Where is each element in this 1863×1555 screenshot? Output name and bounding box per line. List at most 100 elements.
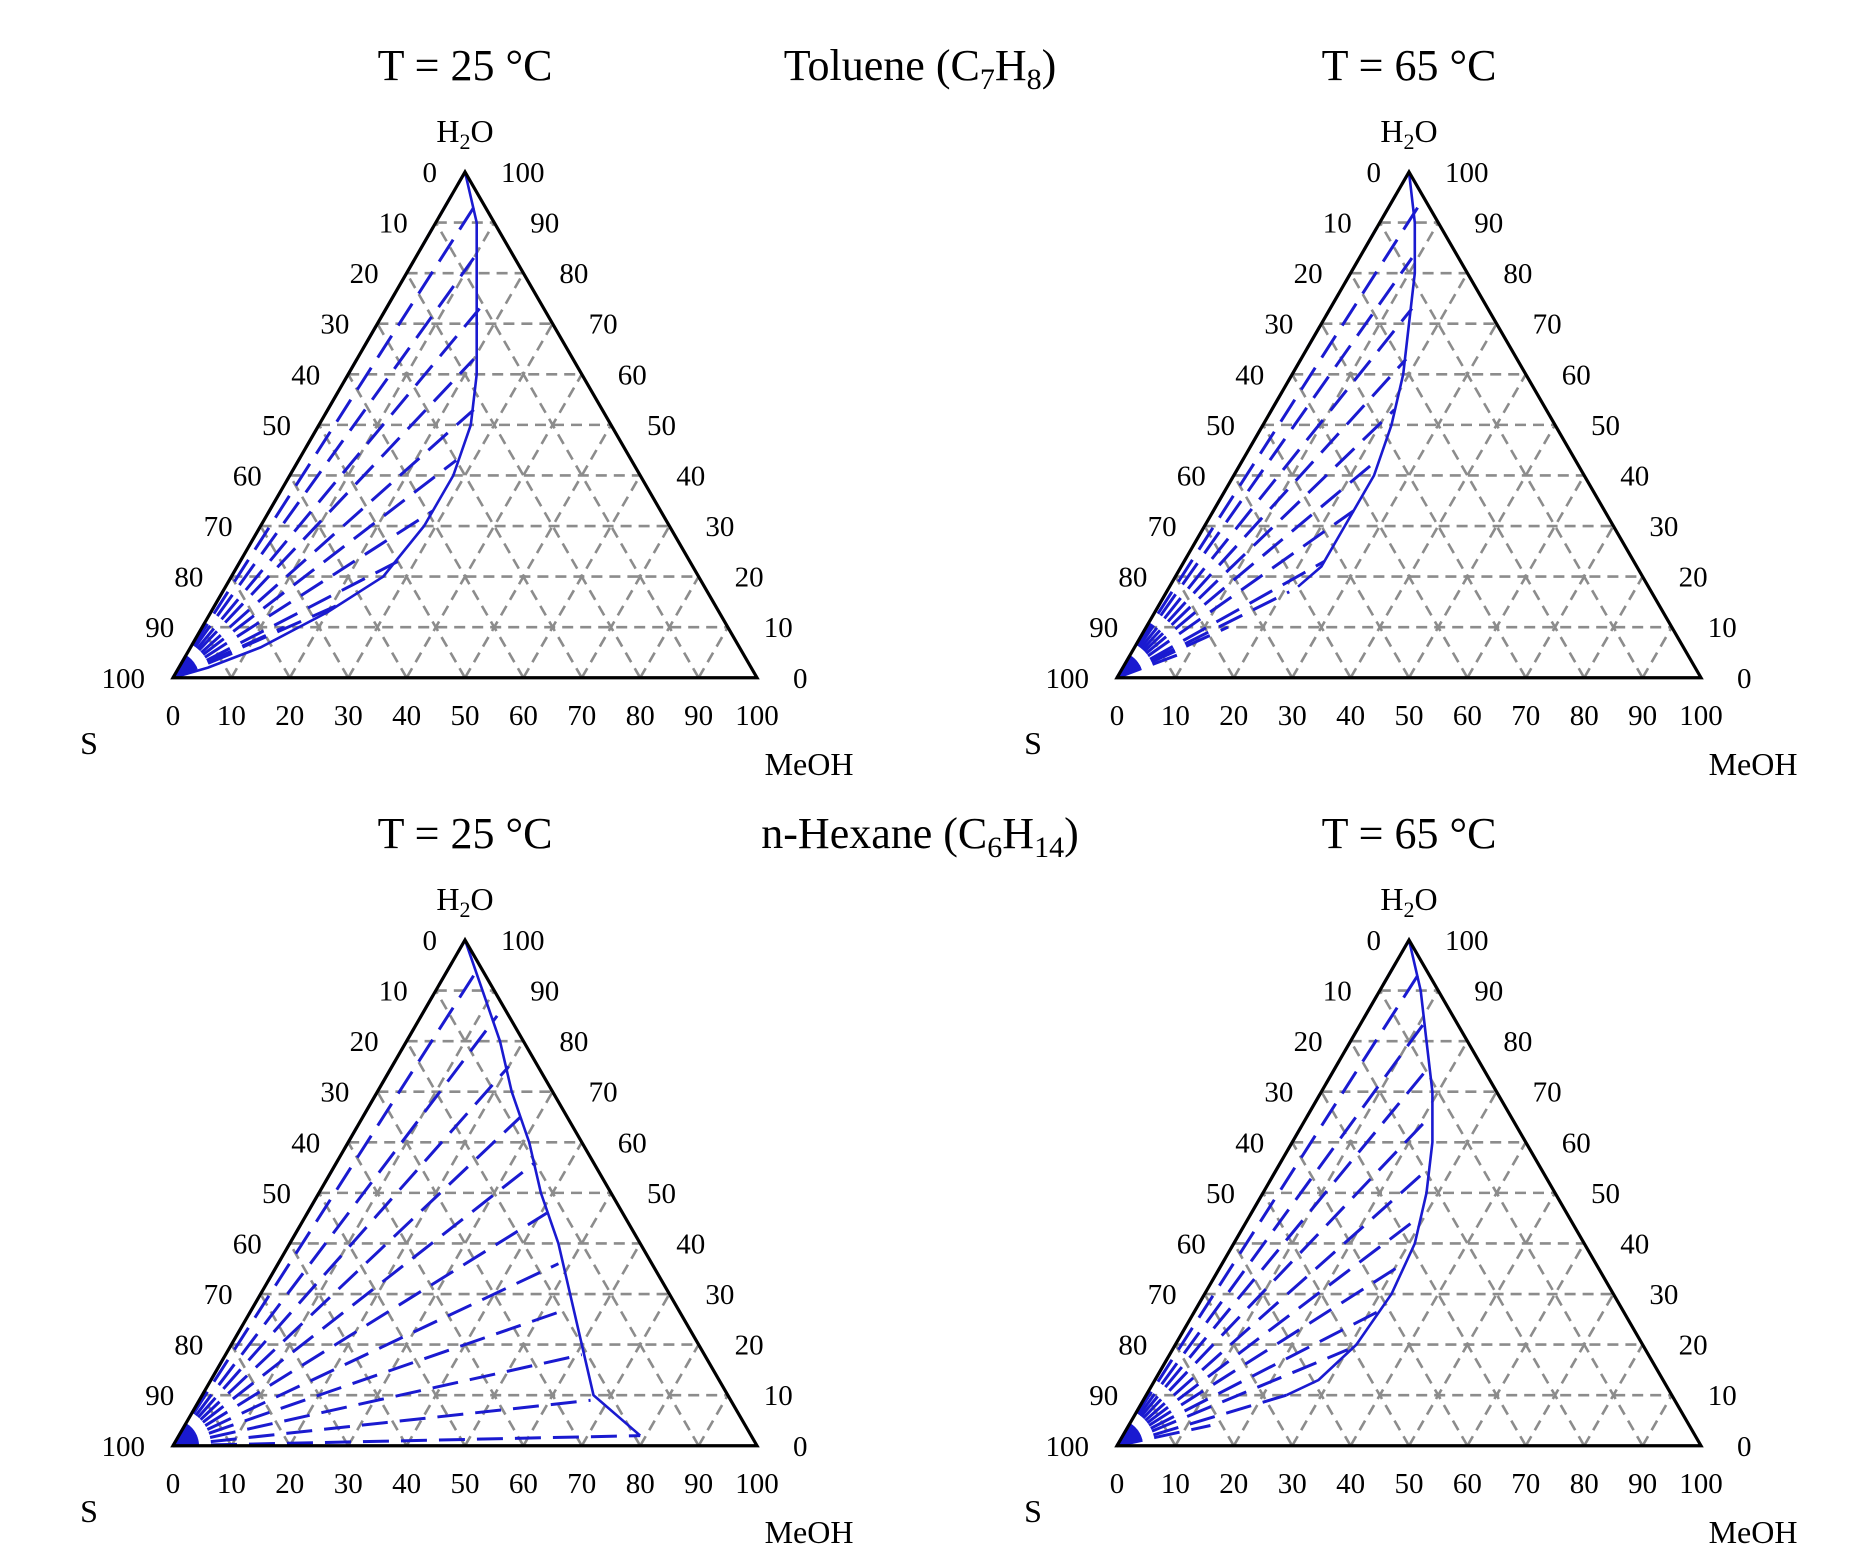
section-title-toluene: Toluene (C7H8) [784,41,1057,96]
grid-line-s-90 [201,1394,233,1447]
right-tick-label: 60 [1562,359,1591,391]
tie-line-9 [172,1307,568,1448]
grid-line-s-30 [1320,1091,1527,1447]
right-tick-label: 100 [501,157,545,189]
tie-line-4 [171,1065,510,1447]
bottom-tick-label: 30 [1278,700,1307,732]
left-tick-label: 70 [1148,511,1177,543]
panel-title: T = 25 °C [378,41,553,90]
bottom-tick-label: 50 [451,1468,480,1500]
right-tick-label: 20 [1679,562,1708,594]
tie-line-8 [1116,509,1355,679]
tie-line-2 [1115,974,1420,1447]
grid-line-s-30 [1320,323,1527,679]
bottom-tick-label: 20 [275,700,304,732]
vertex-label-h2o: H2O [436,881,493,922]
right-tick-label: 40 [1620,1228,1649,1260]
bottom-tick-label: 10 [1161,1468,1190,1500]
vertex-label-s: S [80,1493,98,1529]
tie-line-3 [171,257,475,679]
bottom-tick-label: 0 [1110,1468,1125,1500]
tie-line-12 [1116,651,1185,680]
left-tick-label: 30 [1264,309,1293,341]
grid-line-meoh-90 [1641,1394,1673,1447]
bottom-tick-label: 70 [1511,1468,1540,1500]
tie-line-5 [171,1115,522,1447]
left-tick-label: 60 [233,1228,262,1260]
left-tick-label: 70 [204,1279,233,1311]
grid-line-meoh-50 [1407,424,1557,679]
right-tick-label: 50 [1591,1178,1620,1210]
left-tick-label: 10 [379,976,408,1008]
bottom-tick-label: 50 [451,700,480,732]
grid-line-s-60 [1232,474,1352,679]
tie-line-9 [172,560,399,680]
bottom-tick-label: 80 [626,1468,655,1500]
bottom-tick-label: 50 [1395,1468,1424,1500]
bottom-tick-label: 90 [1628,700,1657,732]
grid-line-s-70 [1203,1293,1294,1447]
tie-line-11 [1116,1393,1287,1448]
triangle-frame [170,936,760,1448]
right-tick-label: 20 [735,1330,764,1362]
tie-line-4 [171,307,481,679]
binodal-curve [172,171,479,680]
triangle-frame [170,168,760,680]
vertex-label-s: S [1024,725,1042,761]
right-tick-label: 20 [735,562,764,594]
tie-line-10 [172,1353,583,1448]
tie-line-8 [172,1262,560,1448]
right-tick-label: 90 [1474,976,1503,1008]
vertex-label-meoh: MeOH [765,1514,854,1550]
bottom-tick-label: 60 [1453,1468,1482,1500]
right-tick-label: 70 [1533,309,1562,341]
grid-line-s-10 [1378,989,1644,1447]
grid-line-meoh-10 [230,221,496,679]
tie-line-12 [172,1434,641,1448]
bottom-tick-label: 50 [1395,700,1424,732]
left-tick-label: 30 [320,1077,349,1109]
tie-line-12 [1116,1424,1211,1448]
left-tick-label: 10 [379,208,408,240]
bottom-tick-label: 20 [1219,700,1248,732]
grid-line-s-20 [1349,1040,1586,1447]
left-tick-label: 0 [1367,925,1382,957]
right-tick-label: 100 [1445,925,1489,957]
vertex-label-h2o: H2O [1380,881,1437,922]
left-tick-label: 10 [1323,976,1352,1008]
right-tick-label: 50 [1591,410,1620,442]
bottom-tick-label: 20 [1219,1468,1248,1500]
left-tick-label: 70 [1148,1279,1177,1311]
panel-title: T = 65 °C [1322,41,1497,90]
grid-line-s-50 [317,424,467,679]
tie-line-3 [1115,1014,1431,1447]
tie-line-5 [171,358,475,679]
bottom-tick-label: 80 [1570,1468,1599,1500]
left-tick-label: 60 [233,460,262,492]
bottom-tick-label: 10 [217,700,246,732]
grid-line-s-90 [201,626,233,679]
bottom-tick-label: 30 [334,1468,363,1500]
grid-line-meoh-60 [522,474,642,679]
left-tick-label: 90 [1089,612,1118,644]
bottom-tick-label: 60 [1453,700,1482,732]
grid-line-meoh-30 [1291,323,1498,679]
left-tick-label: 40 [1235,1127,1264,1159]
grid-line-s-80 [230,1343,291,1447]
tie-line-4 [1115,1065,1431,1447]
tie-line-8 [1116,1262,1404,1448]
tie-line-2 [1115,206,1420,679]
right-tick-label: 100 [501,925,545,957]
bottom-tick-label: 70 [567,700,596,732]
tie-line-6 [172,408,475,679]
grid-line-s-70 [259,525,350,679]
right-tick-label: 0 [1737,663,1752,695]
left-tick-label: 100 [102,663,146,695]
left-tick-label: 30 [1264,1077,1293,1109]
binodal-curve [1285,939,1434,1397]
right-tick-label: 0 [793,663,808,695]
right-tick-label: 70 [1533,1077,1562,1109]
bottom-tick-label: 20 [275,1468,304,1500]
